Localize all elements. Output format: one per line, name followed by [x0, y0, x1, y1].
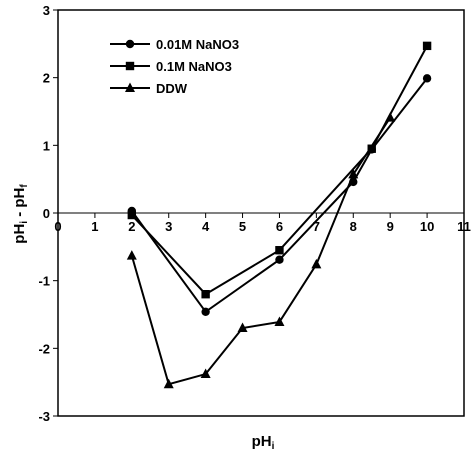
x-tick-label: 1	[91, 219, 98, 234]
legend-label: 0.01M NaNO3	[156, 37, 239, 52]
y-tick-label: 0	[43, 206, 50, 221]
x-tick-label: 7	[313, 219, 320, 234]
x-axis-title: pHi	[252, 433, 275, 452]
data-point	[163, 378, 174, 389]
x-tick-label: 10	[420, 219, 434, 234]
y-tick-label: -1	[38, 274, 50, 289]
data-point	[200, 368, 211, 379]
y-tick-label: 1	[43, 138, 50, 153]
series-triangle	[126, 112, 396, 389]
plot-area	[57, 9, 465, 417]
x-tick-label: 5	[239, 219, 246, 234]
series-line	[131, 77, 428, 314]
series-line	[130, 117, 392, 386]
y-tick-label: -2	[38, 341, 50, 356]
data-point	[275, 246, 284, 255]
legend-entry: 0.01M NaNO3	[110, 37, 239, 52]
data-point	[385, 112, 396, 122]
legend-label: 0.1M NaNO3	[156, 59, 232, 74]
legend-label: DDW	[156, 81, 188, 96]
data-point	[422, 74, 432, 83]
legend-marker	[125, 39, 135, 49]
y-axis-title: pHi - pHf	[11, 184, 30, 244]
x-tick-label: 3	[165, 219, 172, 234]
y-axis-ticks: -3 -2 -1 0 1 2 3	[38, 3, 58, 424]
data-point	[127, 210, 137, 220]
legend: 0.01M NaNO3 0.1M NaNO3 DDW	[110, 37, 239, 96]
y-tick-label: 3	[43, 3, 50, 18]
data-point	[274, 316, 285, 326]
data-point	[311, 258, 322, 269]
data-point	[367, 144, 376, 153]
series-circle	[127, 74, 432, 316]
legend-entry: DDW	[110, 81, 188, 96]
data-point	[237, 322, 248, 333]
legend-marker	[125, 61, 135, 71]
y-tick-label: -3	[38, 409, 50, 424]
x-axis-ticks: 0 1 2 3 4 5 6 7 8 9 10 11	[54, 213, 471, 234]
data-point	[275, 255, 284, 264]
data-point	[126, 250, 137, 260]
x-tick-label: 6	[276, 219, 283, 234]
x-tick-label: 9	[387, 219, 394, 234]
x-tick-label: 0	[54, 219, 61, 234]
data-point	[201, 290, 210, 299]
x-tick-label: 2	[128, 219, 135, 234]
x-tick-label: 4	[202, 219, 210, 234]
legend-marker	[125, 82, 135, 92]
y-tick-label: 2	[43, 71, 50, 86]
data-point	[348, 168, 359, 179]
series-layer	[126, 41, 432, 389]
data-point	[201, 307, 210, 316]
legend-entry: 0.1M NaNO3	[110, 59, 232, 74]
data-point	[422, 41, 432, 51]
x-tick-label: 8	[350, 219, 357, 234]
x-tick-label: 11	[457, 219, 471, 234]
